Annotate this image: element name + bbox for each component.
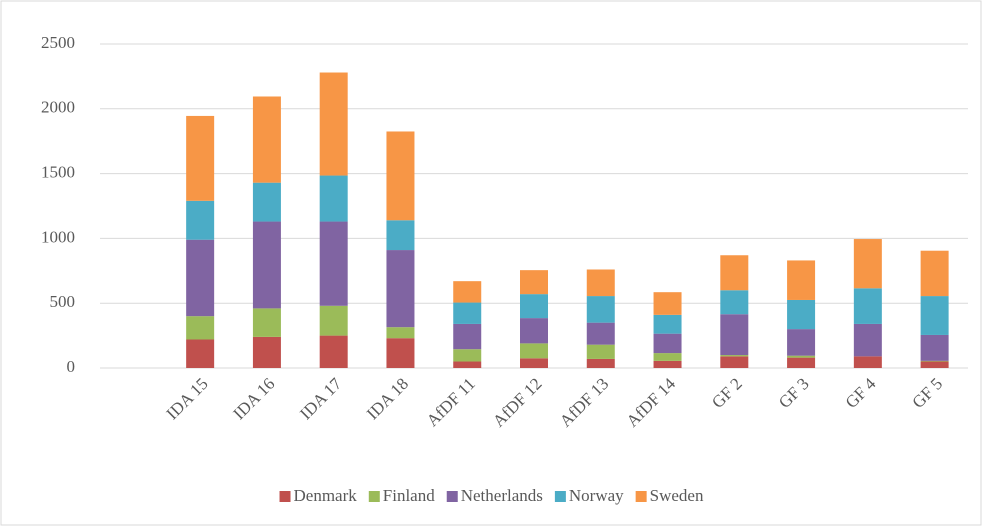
y-tick-label: 0 [67, 357, 76, 376]
bar-segment [386, 131, 415, 221]
bar-segment [520, 343, 548, 359]
bar-segment [386, 220, 415, 251]
bar-segment [186, 239, 215, 317]
bar-segment [853, 356, 882, 368]
bar-segment [319, 72, 348, 176]
legend-swatch [554, 491, 566, 502]
bar-segment [720, 314, 749, 356]
y-tick-label: 2000 [41, 98, 75, 117]
bar-segment [787, 355, 816, 358]
bar-segment [453, 361, 482, 368]
y-tick-label: 1500 [41, 163, 75, 182]
bar-segment [853, 323, 882, 357]
bar-segment [920, 360, 949, 362]
bar-segment [920, 361, 949, 368]
bar-segment [252, 308, 281, 337]
bar-segment [920, 250, 949, 297]
bar-segment [787, 357, 816, 368]
legend-label: Denmark [294, 486, 358, 505]
bar-segment [453, 302, 482, 324]
bar-segment [319, 175, 348, 222]
legend-label: Sweden [650, 486, 704, 505]
bar-segment [319, 305, 348, 336]
bar-segment [653, 292, 682, 315]
y-tick-label: 500 [50, 292, 76, 311]
bar-segment [853, 239, 882, 289]
bar-segment [586, 322, 615, 345]
bar-segment [653, 314, 682, 334]
bar-segment [319, 335, 348, 368]
bar-segment [252, 96, 281, 183]
bar-segment [787, 329, 816, 356]
bar-segment [252, 336, 281, 368]
bar-segment [186, 316, 215, 340]
bar-segment [186, 115, 215, 201]
legend-label: Norway [569, 486, 624, 505]
legend-label: Finland [383, 486, 435, 505]
bar-segment [186, 339, 215, 368]
bar-segment [720, 255, 749, 291]
bar-segment [787, 260, 816, 300]
bar-segment [186, 200, 215, 240]
bar-segment [920, 296, 949, 335]
legend-swatch [368, 491, 380, 502]
bar-segment [853, 288, 882, 324]
bar-segment [520, 270, 548, 295]
legend-swatch [279, 491, 291, 502]
bar-segment [787, 299, 816, 330]
bar-segment [920, 334, 949, 361]
bar-segment [453, 323, 482, 350]
legend-label: Netherlands [461, 486, 543, 505]
bar-segment [520, 294, 548, 319]
bar-segment [453, 281, 482, 303]
bar-segment [720, 290, 749, 315]
bar-segment [586, 344, 615, 359]
bar-segment [453, 349, 482, 362]
legend-swatch [446, 491, 458, 502]
bar-segment [319, 221, 348, 306]
bar-segment [720, 355, 749, 357]
bar-segment [252, 182, 281, 222]
bar-segment [653, 333, 682, 354]
y-tick-label: 1000 [41, 227, 75, 246]
legend-swatch [635, 491, 647, 502]
bar-segment [386, 250, 415, 328]
bar-segment [252, 221, 281, 309]
bar-segment [586, 358, 615, 368]
bar-segment [520, 318, 548, 344]
bar-segment [653, 353, 682, 361]
bar-segment [520, 358, 548, 368]
bar-segment [586, 269, 615, 297]
bar-segment [720, 356, 749, 368]
bar-segment [386, 327, 415, 339]
bar-segment [586, 296, 615, 323]
y-tick-label: 2500 [41, 33, 75, 52]
bar-segment [653, 360, 682, 368]
bar-segment [386, 338, 415, 368]
